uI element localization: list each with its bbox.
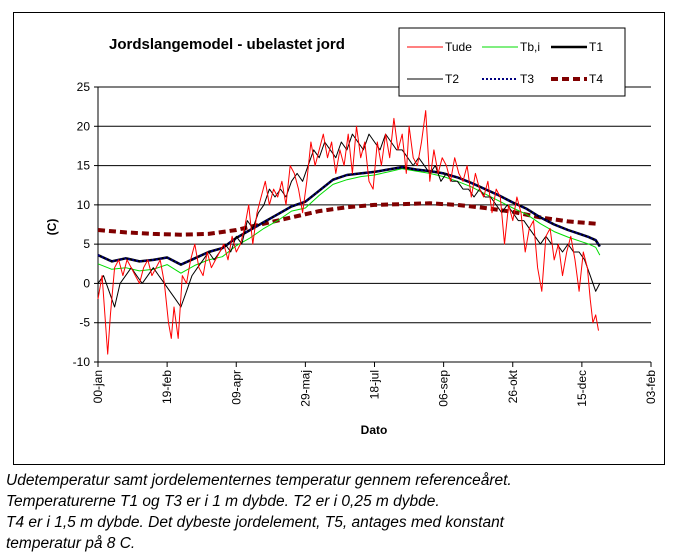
series-line-tbi xyxy=(97,168,601,274)
x-tick-label-1: 19-feb xyxy=(160,370,174,404)
x-tick-label-0: 00-jan xyxy=(91,370,105,403)
y-tick-label-6: 20 xyxy=(77,119,91,133)
y-tick-label-7: 25 xyxy=(77,80,91,94)
y-tick-label-5: 15 xyxy=(77,159,91,173)
chart-title: Jordslangemodel - ubelastet jord xyxy=(109,36,345,53)
y-tick-label-1: -5 xyxy=(79,316,90,330)
x-tick-label-8: 03-feb xyxy=(644,370,658,404)
x-tick-label-2: 09-apr xyxy=(229,370,243,405)
series-line-t4 xyxy=(97,201,596,237)
x-tick-label-5: 06-sep xyxy=(437,370,451,407)
y-tick-label-2: 0 xyxy=(83,276,90,290)
figure-caption: Udetemperatur samt jordelementernes temp… xyxy=(6,470,686,554)
legend-label-t2: T2 xyxy=(445,72,459,86)
caption-line-2: Temperaturerne T1 og T3 er i 1 m dybde. … xyxy=(6,493,440,510)
plot-area: -10 -5 0 5 10 15 20 25 00-jan 19-feb 09-apr 29-maj 1… xyxy=(73,80,658,407)
y-tick-label-4: 10 xyxy=(77,198,91,212)
caption-line-3: T4 er i 1,5 m dybde. Det dybeste jordele… xyxy=(6,514,504,531)
y-axis-label: (C) xyxy=(45,219,59,236)
x-tick-label-7: 15-dec xyxy=(575,370,589,407)
legend-label-t1: T1 xyxy=(589,40,603,54)
series-line-tude xyxy=(97,110,599,355)
legend: Tude Tb,i T1 T2 T3 T4 xyxy=(398,27,626,97)
x-tick-label-3: 29-maj xyxy=(298,370,312,407)
series-line-t2 xyxy=(97,133,601,308)
series-line-t3 xyxy=(97,166,601,266)
legend-box xyxy=(398,27,626,97)
legend-label-tude: Tude xyxy=(445,40,472,54)
chart-frame: Jordslangemodel - ubelastet jord -10 -5 0 5… xyxy=(13,12,665,465)
chart-svg: Jordslangemodel - ubelastet jord -10 -5 0 5… xyxy=(45,27,658,437)
y-tick-label-0: -10 xyxy=(73,355,91,369)
x-tick-label-4: 18-jul xyxy=(368,370,382,399)
x-tick-label-6: 26-okt xyxy=(506,369,520,403)
y-tick-label-3: 5 xyxy=(83,237,90,251)
caption-line-4: temperatur på 8 C. xyxy=(6,535,136,552)
legend-label-t4: T4 xyxy=(589,72,603,86)
x-axis-label: Dato xyxy=(361,423,388,437)
caption-line-1: Udetemperatur samt jordelementernes temp… xyxy=(6,472,512,489)
legend-label-t3: T3 xyxy=(520,72,534,86)
legend-label-tbi: Tb,i xyxy=(520,40,540,54)
